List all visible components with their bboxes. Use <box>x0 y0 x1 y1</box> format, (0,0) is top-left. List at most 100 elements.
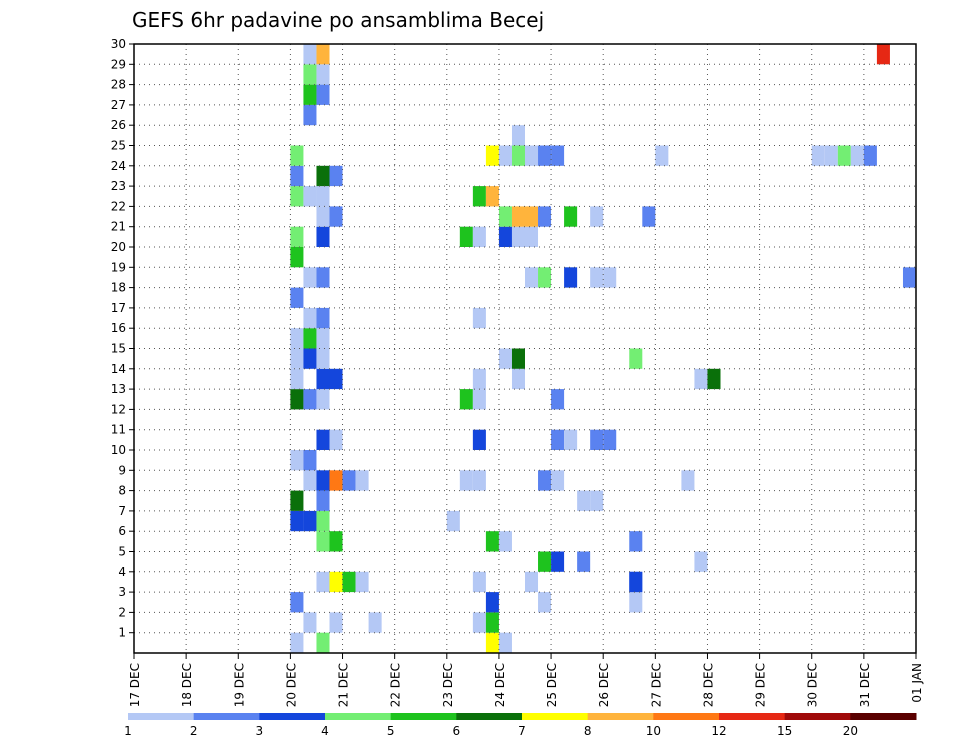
heatmap-cell <box>485 186 499 207</box>
heatmap-cell <box>316 84 330 105</box>
x-tick-label: 31 DEC <box>858 663 872 707</box>
heatmap-cell <box>551 470 565 491</box>
heatmap-cell <box>290 287 304 308</box>
heatmap-cell <box>551 429 565 450</box>
heatmap-cell <box>316 226 330 247</box>
heatmap-cell <box>316 307 330 329</box>
heatmap-cell <box>564 206 578 227</box>
y-tick-label: 21 <box>111 220 126 234</box>
heatmap-cell <box>485 145 499 166</box>
heatmap-cell <box>303 510 317 532</box>
x-tick-label: 24 DEC <box>493 663 507 707</box>
heatmap-cell <box>603 267 617 288</box>
x-tick-label: 21 DEC <box>337 663 351 707</box>
heatmap-cell <box>290 510 304 532</box>
heatmap-cell <box>472 368 486 390</box>
heatmap-cell <box>811 145 825 166</box>
legend-swatch <box>522 713 589 720</box>
heatmap-cell <box>551 145 565 166</box>
heatmap-cell <box>329 531 343 552</box>
heatmap-cell <box>329 470 343 491</box>
heatmap-cell <box>316 64 330 85</box>
heatmap-cell <box>590 267 604 288</box>
legend-label: 12 <box>711 724 726 738</box>
legend-swatch <box>325 713 392 720</box>
heatmap-cell <box>655 145 669 166</box>
x-tick-label: 23 DEC <box>441 663 455 707</box>
y-tick-label: 26 <box>111 118 126 132</box>
y-tick-label: 12 <box>111 402 126 416</box>
heatmap-cell <box>329 368 343 390</box>
heatmap-cell <box>511 226 525 247</box>
y-tick-label: 19 <box>111 260 126 274</box>
y-tick-label: 3 <box>118 585 126 599</box>
color-legend: 1 2 3 4 5 6 7 8 10 12 15 20 <box>124 713 917 738</box>
heatmap-cell <box>681 470 695 491</box>
y-tick-label: 7 <box>118 504 126 518</box>
y-tick-label: 16 <box>111 321 126 335</box>
heatmap-cell <box>290 247 304 268</box>
heatmap-cell <box>329 612 343 633</box>
y-tick-label: 4 <box>118 565 126 579</box>
legend-label: 7 <box>518 724 526 738</box>
heatmap-cell <box>290 632 304 653</box>
heatmap-cell <box>303 348 317 369</box>
heatmap-cell <box>303 186 317 207</box>
legend-label: 8 <box>584 724 592 738</box>
heatmap-cell <box>290 328 304 349</box>
heatmap-cell <box>850 145 864 166</box>
heatmap-cells <box>290 44 916 653</box>
x-tick-label: 17 DEC <box>128 663 142 707</box>
heatmap-cell <box>525 571 539 593</box>
heatmap-cell <box>837 145 851 166</box>
heatmap-cell <box>472 389 486 410</box>
heatmap-cell <box>342 470 356 491</box>
x-tick-label: 30 DEC <box>806 663 820 707</box>
heatmap-cell <box>824 145 838 166</box>
heatmap-cell <box>290 186 304 207</box>
heatmap-cell <box>694 368 708 390</box>
heatmap-cell <box>694 551 708 572</box>
heatmap-cell <box>472 429 486 450</box>
heatmap-cell <box>290 490 304 511</box>
heatmap-cell <box>498 348 512 369</box>
heatmap-cell <box>538 551 552 572</box>
y-tick-label: 18 <box>111 281 126 295</box>
heatmap-cell <box>511 145 525 166</box>
legend-label: 6 <box>453 724 461 738</box>
heatmap-cell <box>290 348 304 369</box>
legend-swatch <box>784 713 851 720</box>
heatmap-cell <box>876 44 890 65</box>
heatmap-cell <box>498 632 512 653</box>
heatmap-cell <box>564 429 578 450</box>
heatmap-cell <box>316 470 330 491</box>
y-tick-label: 1 <box>118 626 126 640</box>
heatmap-cell <box>525 267 539 288</box>
legend-label: 2 <box>190 724 198 738</box>
heatmap-cell <box>472 226 486 247</box>
y-tick-label: 22 <box>111 199 126 213</box>
heatmap-cell <box>511 206 525 227</box>
y-axis: 1234567891011121314151617181920212223242… <box>111 37 134 640</box>
heatmap-cell <box>303 44 317 65</box>
heatmap-cell <box>590 429 604 450</box>
heatmap-cell <box>303 389 317 410</box>
legend-swatch <box>850 713 917 720</box>
y-tick-label: 23 <box>111 179 126 193</box>
heatmap-cell <box>316 510 330 532</box>
heatmap-cell <box>316 186 330 207</box>
legend-label: 10 <box>646 724 661 738</box>
x-tick-label: 22 DEC <box>389 663 403 707</box>
heatmap-cell <box>707 368 721 390</box>
heatmap-cell <box>459 226 473 247</box>
heatmap-cell <box>303 328 317 349</box>
heatmap-cell <box>316 389 330 410</box>
legend-label: 20 <box>843 724 858 738</box>
heatmap-cell <box>538 145 552 166</box>
heatmap-cell <box>303 470 317 491</box>
heatmap-cell <box>629 531 643 552</box>
y-tick-label: 15 <box>111 342 126 356</box>
heatmap-cell <box>538 206 552 227</box>
heatmap-cell <box>472 612 486 633</box>
heatmap-cell <box>316 348 330 369</box>
